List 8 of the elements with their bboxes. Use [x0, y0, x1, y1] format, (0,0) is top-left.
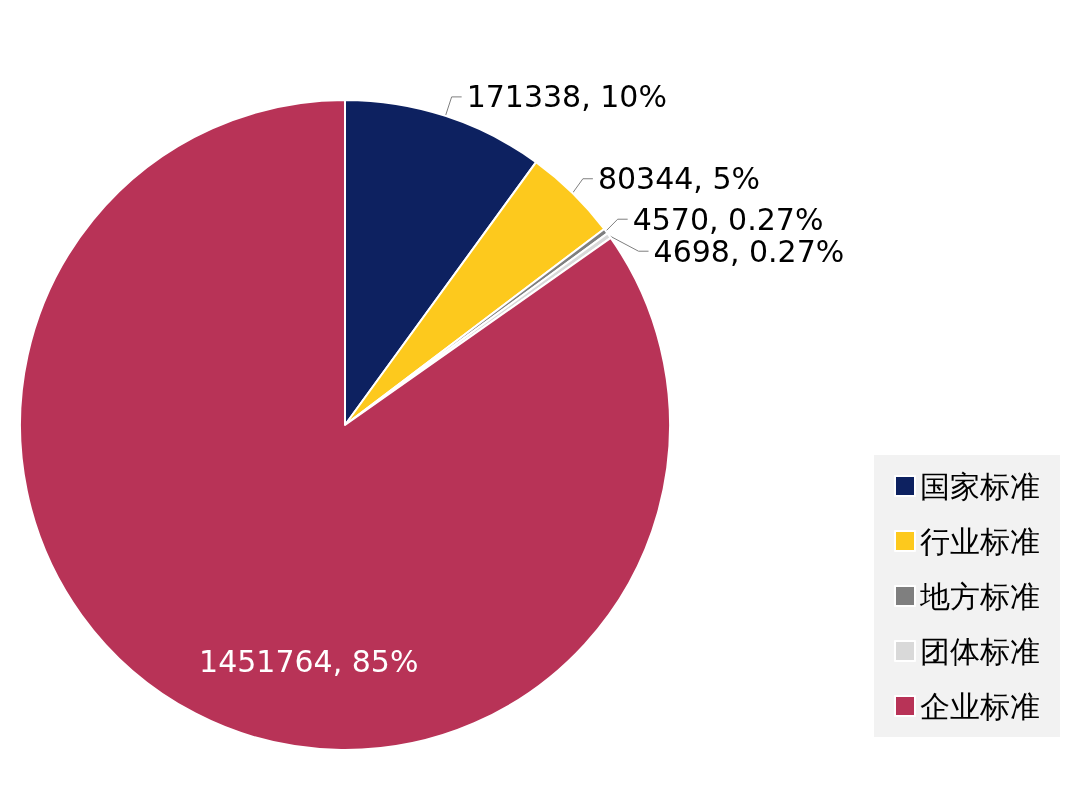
legend-label: 国家标准 — [920, 468, 1040, 504]
legend-label: 企业标准 — [920, 688, 1040, 724]
legend-label: 团体标准 — [920, 633, 1040, 669]
data-label: 171338, 10% — [466, 79, 667, 115]
legend-label: 地方标准 — [919, 578, 1040, 614]
data-label: 80344, 5% — [597, 161, 761, 197]
data-label: 1451764, 85% — [199, 644, 419, 680]
legend-label: 行业标准 — [920, 523, 1040, 559]
